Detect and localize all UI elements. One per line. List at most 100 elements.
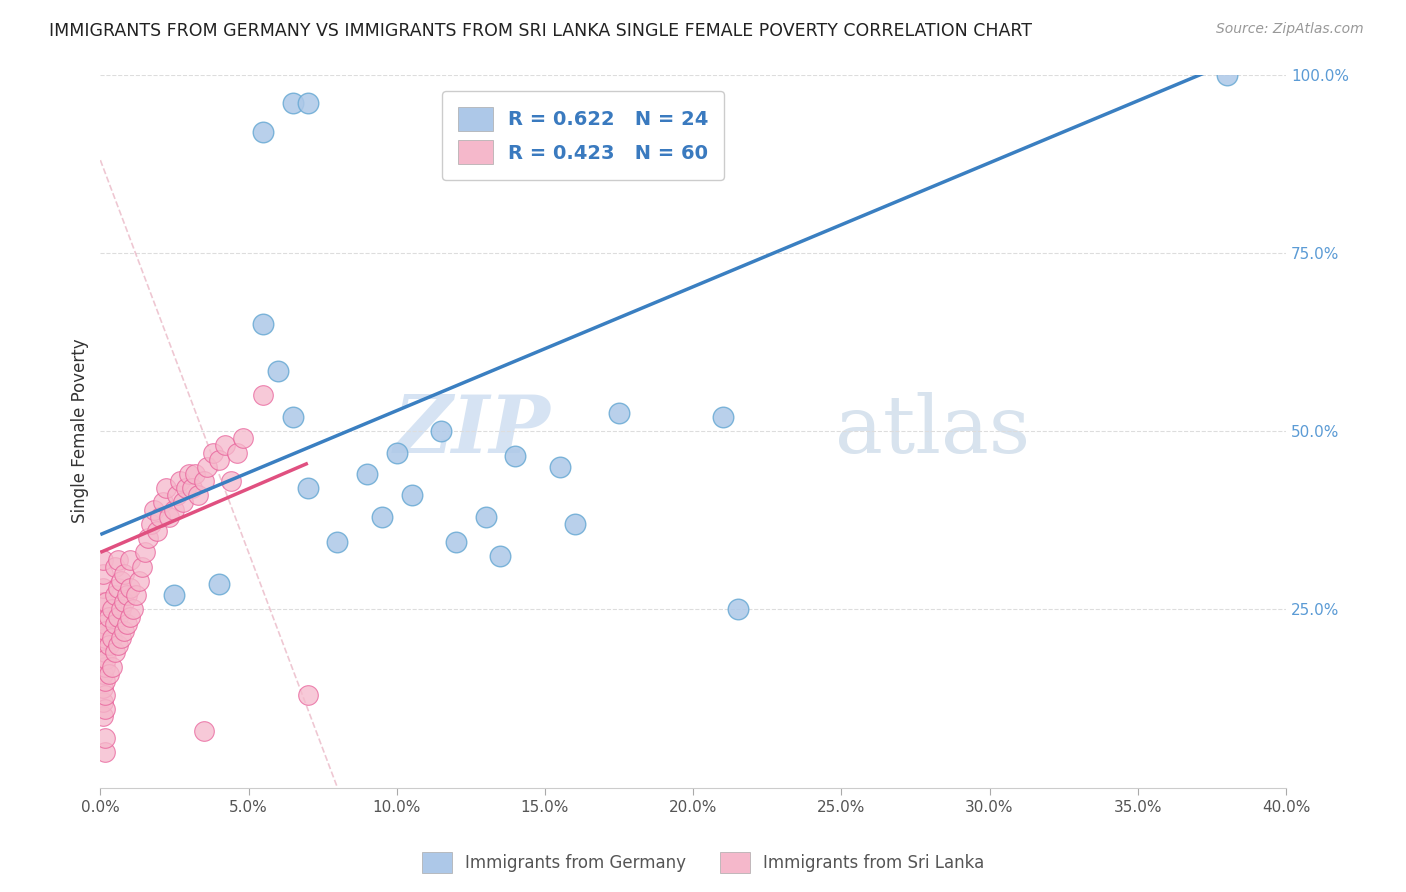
Point <box>91 624 114 638</box>
Point <box>98 666 121 681</box>
Point <box>107 609 129 624</box>
Point <box>356 467 378 481</box>
Point <box>107 581 129 595</box>
Point <box>91 709 114 723</box>
Point <box>252 125 274 139</box>
Point <box>169 474 191 488</box>
Point <box>297 96 319 111</box>
Point <box>152 495 174 509</box>
Point <box>149 509 172 524</box>
Point <box>179 467 201 481</box>
Point <box>91 609 114 624</box>
Point <box>91 566 114 581</box>
Point <box>157 509 180 524</box>
Point <box>107 552 129 566</box>
Point <box>91 681 114 695</box>
Point <box>96 595 118 609</box>
Point <box>101 631 124 645</box>
Point <box>94 645 117 659</box>
Point <box>122 602 145 616</box>
Point <box>118 552 141 566</box>
Point <box>1215 68 1237 82</box>
Point <box>94 659 117 673</box>
Point <box>184 467 207 481</box>
Point <box>104 559 127 574</box>
Point <box>385 445 408 459</box>
Point <box>101 659 124 673</box>
Point <box>193 474 215 488</box>
Point <box>281 96 304 111</box>
Point <box>219 474 242 488</box>
Point <box>430 424 453 438</box>
Point <box>297 688 319 702</box>
Point <box>145 524 167 538</box>
Point <box>163 502 186 516</box>
Point <box>91 695 114 709</box>
Point <box>91 581 114 595</box>
Text: IMMIGRANTS FROM GERMANY VS IMMIGRANTS FROM SRI LANKA SINGLE FEMALE POVERTY CORRE: IMMIGRANTS FROM GERMANY VS IMMIGRANTS FR… <box>49 22 1032 40</box>
Point <box>91 666 114 681</box>
Point <box>94 731 117 745</box>
Point <box>94 745 117 759</box>
Point <box>727 602 749 616</box>
Point <box>94 688 117 702</box>
Point <box>195 459 218 474</box>
Point <box>104 645 127 659</box>
Point <box>94 631 117 645</box>
Point <box>193 723 215 738</box>
Point <box>232 431 254 445</box>
Point <box>107 638 129 652</box>
Point <box>115 588 138 602</box>
Point <box>371 509 394 524</box>
Point <box>98 609 121 624</box>
Point <box>163 588 186 602</box>
Point <box>94 702 117 716</box>
Point <box>104 616 127 631</box>
Point <box>98 638 121 652</box>
Point <box>208 452 231 467</box>
Point <box>101 602 124 616</box>
Point <box>208 577 231 591</box>
Point <box>564 516 586 531</box>
Point <box>91 595 114 609</box>
Point <box>115 616 138 631</box>
Point <box>112 624 135 638</box>
Legend: R = 0.622   N = 24, R = 0.423   N = 60: R = 0.622 N = 24, R = 0.423 N = 60 <box>441 91 724 179</box>
Point <box>225 445 247 459</box>
Point <box>252 388 274 402</box>
Point <box>112 566 135 581</box>
Point <box>281 409 304 424</box>
Point <box>444 534 467 549</box>
Point <box>94 673 117 688</box>
Legend: Immigrants from Germany, Immigrants from Sri Lanka: Immigrants from Germany, Immigrants from… <box>415 846 991 880</box>
Point <box>548 459 571 474</box>
Point <box>91 552 114 566</box>
Point <box>711 409 734 424</box>
Point <box>96 652 118 666</box>
Point <box>474 509 496 524</box>
Point <box>128 574 150 588</box>
Point <box>94 616 117 631</box>
Point <box>214 438 236 452</box>
Point <box>134 545 156 559</box>
Y-axis label: Single Female Poverty: Single Female Poverty <box>72 339 89 524</box>
Point <box>201 445 224 459</box>
Point <box>166 488 188 502</box>
Point <box>110 631 132 645</box>
Point <box>176 481 198 495</box>
Point <box>489 549 512 563</box>
Point <box>112 595 135 609</box>
Text: Source: ZipAtlas.com: Source: ZipAtlas.com <box>1216 22 1364 37</box>
Point <box>118 609 141 624</box>
Text: atlas: atlas <box>835 392 1031 470</box>
Point <box>142 502 165 516</box>
Point <box>110 602 132 616</box>
Point <box>267 363 290 377</box>
Point <box>131 559 153 574</box>
Point <box>139 516 162 531</box>
Point <box>187 488 209 502</box>
Point <box>607 406 630 420</box>
Point <box>91 652 114 666</box>
Point <box>104 588 127 602</box>
Point <box>401 488 423 502</box>
